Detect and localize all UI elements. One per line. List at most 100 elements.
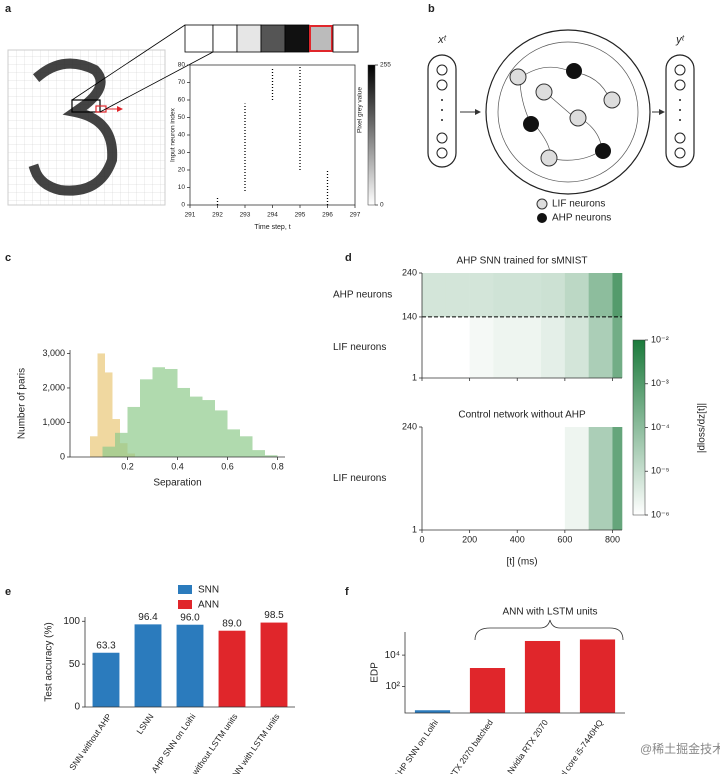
legend-label: AHP neurons [552,213,611,224]
panel-label: b [428,3,435,15]
histogram-bar [202,400,215,457]
colorbar-tick-label: 255 [380,62,391,69]
y-tick-label: 100 [63,616,80,627]
y-tick-label: 80 [178,62,186,69]
heat-cell [612,427,623,530]
watermark: @稀土掘金技术社区 [640,741,720,756]
heat-cell [517,273,542,317]
x-tick-label: AHP SNN on Loihi [149,712,197,774]
heat-cell [445,273,470,317]
map-title: AHP SNN trained for sMNIST [457,256,588,267]
heat-cell [469,427,494,530]
heat-cell [493,273,518,317]
x-axis-label: Time step, t [254,224,290,231]
x-tick-label: 295 [295,212,306,219]
x-tick-label: 297 [350,212,361,219]
heat-cell [541,273,566,317]
band-label: LIF neurons [333,342,386,353]
heat-cell [469,273,494,317]
y-axis-label: EDP [370,662,381,683]
heat-cell [493,316,518,378]
y-tick-label: 240 [402,421,417,431]
y-tick-label: 10² [386,681,401,692]
heat-cell [588,316,613,378]
bar [176,624,204,707]
x-tick-label: Nvidia RTX 2070 [505,717,550,774]
y-tick-label: 50 [69,659,81,670]
colorbar [632,339,646,516]
brace [474,619,624,641]
legend-label: ANN [198,600,219,611]
band-label: AHP neurons [333,290,392,301]
plot-frame [189,64,356,206]
histogram-bar [105,372,113,457]
heat-cell [517,427,542,530]
histogram-bar [177,387,190,457]
heat-cell [469,316,494,378]
x-tick-label: 292 [212,212,223,219]
heat-cell [612,316,623,378]
x-axis-label: [t] (ms) [506,557,537,568]
histogram-bar [252,450,265,457]
bar [218,630,246,707]
x-tick-label: 800 [605,534,620,544]
histogram-bar [190,396,203,457]
y-tick-label: 60 [178,97,186,104]
output-label: yᵗ [675,34,685,46]
colorbar-tick-label: 10⁻⁶ [651,509,670,519]
x-tick-label: LSNN [134,712,155,736]
y-tick-label: 10 [178,184,186,191]
colorbar-tick-label: 10⁻² [651,334,669,344]
histogram-bar [152,367,165,457]
y-tick-label: 2,000 [42,382,65,392]
y-tick-label: 240 [402,267,417,277]
digit-image [7,24,359,206]
map-title: Control network without AHP [458,410,586,421]
bar [92,652,120,707]
x-tick-label: Intel core i5-7440HQ [552,717,605,774]
heat-cell [445,427,470,530]
y-tick-label: 0 [60,451,65,461]
colorbar-tick-label: 10⁻⁴ [651,422,670,432]
heat-cell [422,316,447,378]
histogram-bar [215,410,228,457]
panel-label: e [5,586,11,598]
x-tick-label: 293 [240,212,251,219]
heat-cell [588,427,613,530]
value-label: 96.0 [180,612,200,623]
y-tick-label: 1,000 [42,417,65,427]
x-tick-label: 0 [419,534,424,544]
x-tick-label: Nvidia RTX 2070 batched [431,717,495,774]
annotation: ANN with LSTM units [502,607,597,618]
x-tick-label: 291 [185,212,196,219]
y-axis-label: Input neuron index [170,107,177,162]
histogram-bar [140,379,153,457]
bar [469,668,506,713]
histogram-bar [102,446,115,457]
input-label: xᵗ [437,34,447,46]
heat-cell [541,316,566,378]
bar [579,639,616,713]
y-tick-label: 0 [74,702,80,713]
y-tick-label: 3,000 [42,348,65,358]
y-axis-label: Test accuracy (%) [44,622,55,701]
histogram-bar [97,353,105,457]
x-tick-label: 200 [462,534,477,544]
colorbar [367,64,376,206]
y-tick-label: 1 [412,372,417,382]
y-tick-label: 70 [178,79,186,86]
panel-label: d [345,252,352,264]
colorbar-tick-label: 10⁻³ [651,378,669,388]
histogram-bar [240,436,253,457]
histogram-bar [127,406,140,457]
heat-cell [422,427,447,530]
histogram-bar [165,368,178,457]
value-label: 89.0 [222,618,242,629]
x-tick-label: 400 [510,534,525,544]
band-label: LIF neurons [333,473,386,484]
histogram-bar [227,429,240,457]
value-label: 63.3 [96,640,116,651]
x-tick-label: 600 [557,534,572,544]
heat-cell [564,427,589,530]
